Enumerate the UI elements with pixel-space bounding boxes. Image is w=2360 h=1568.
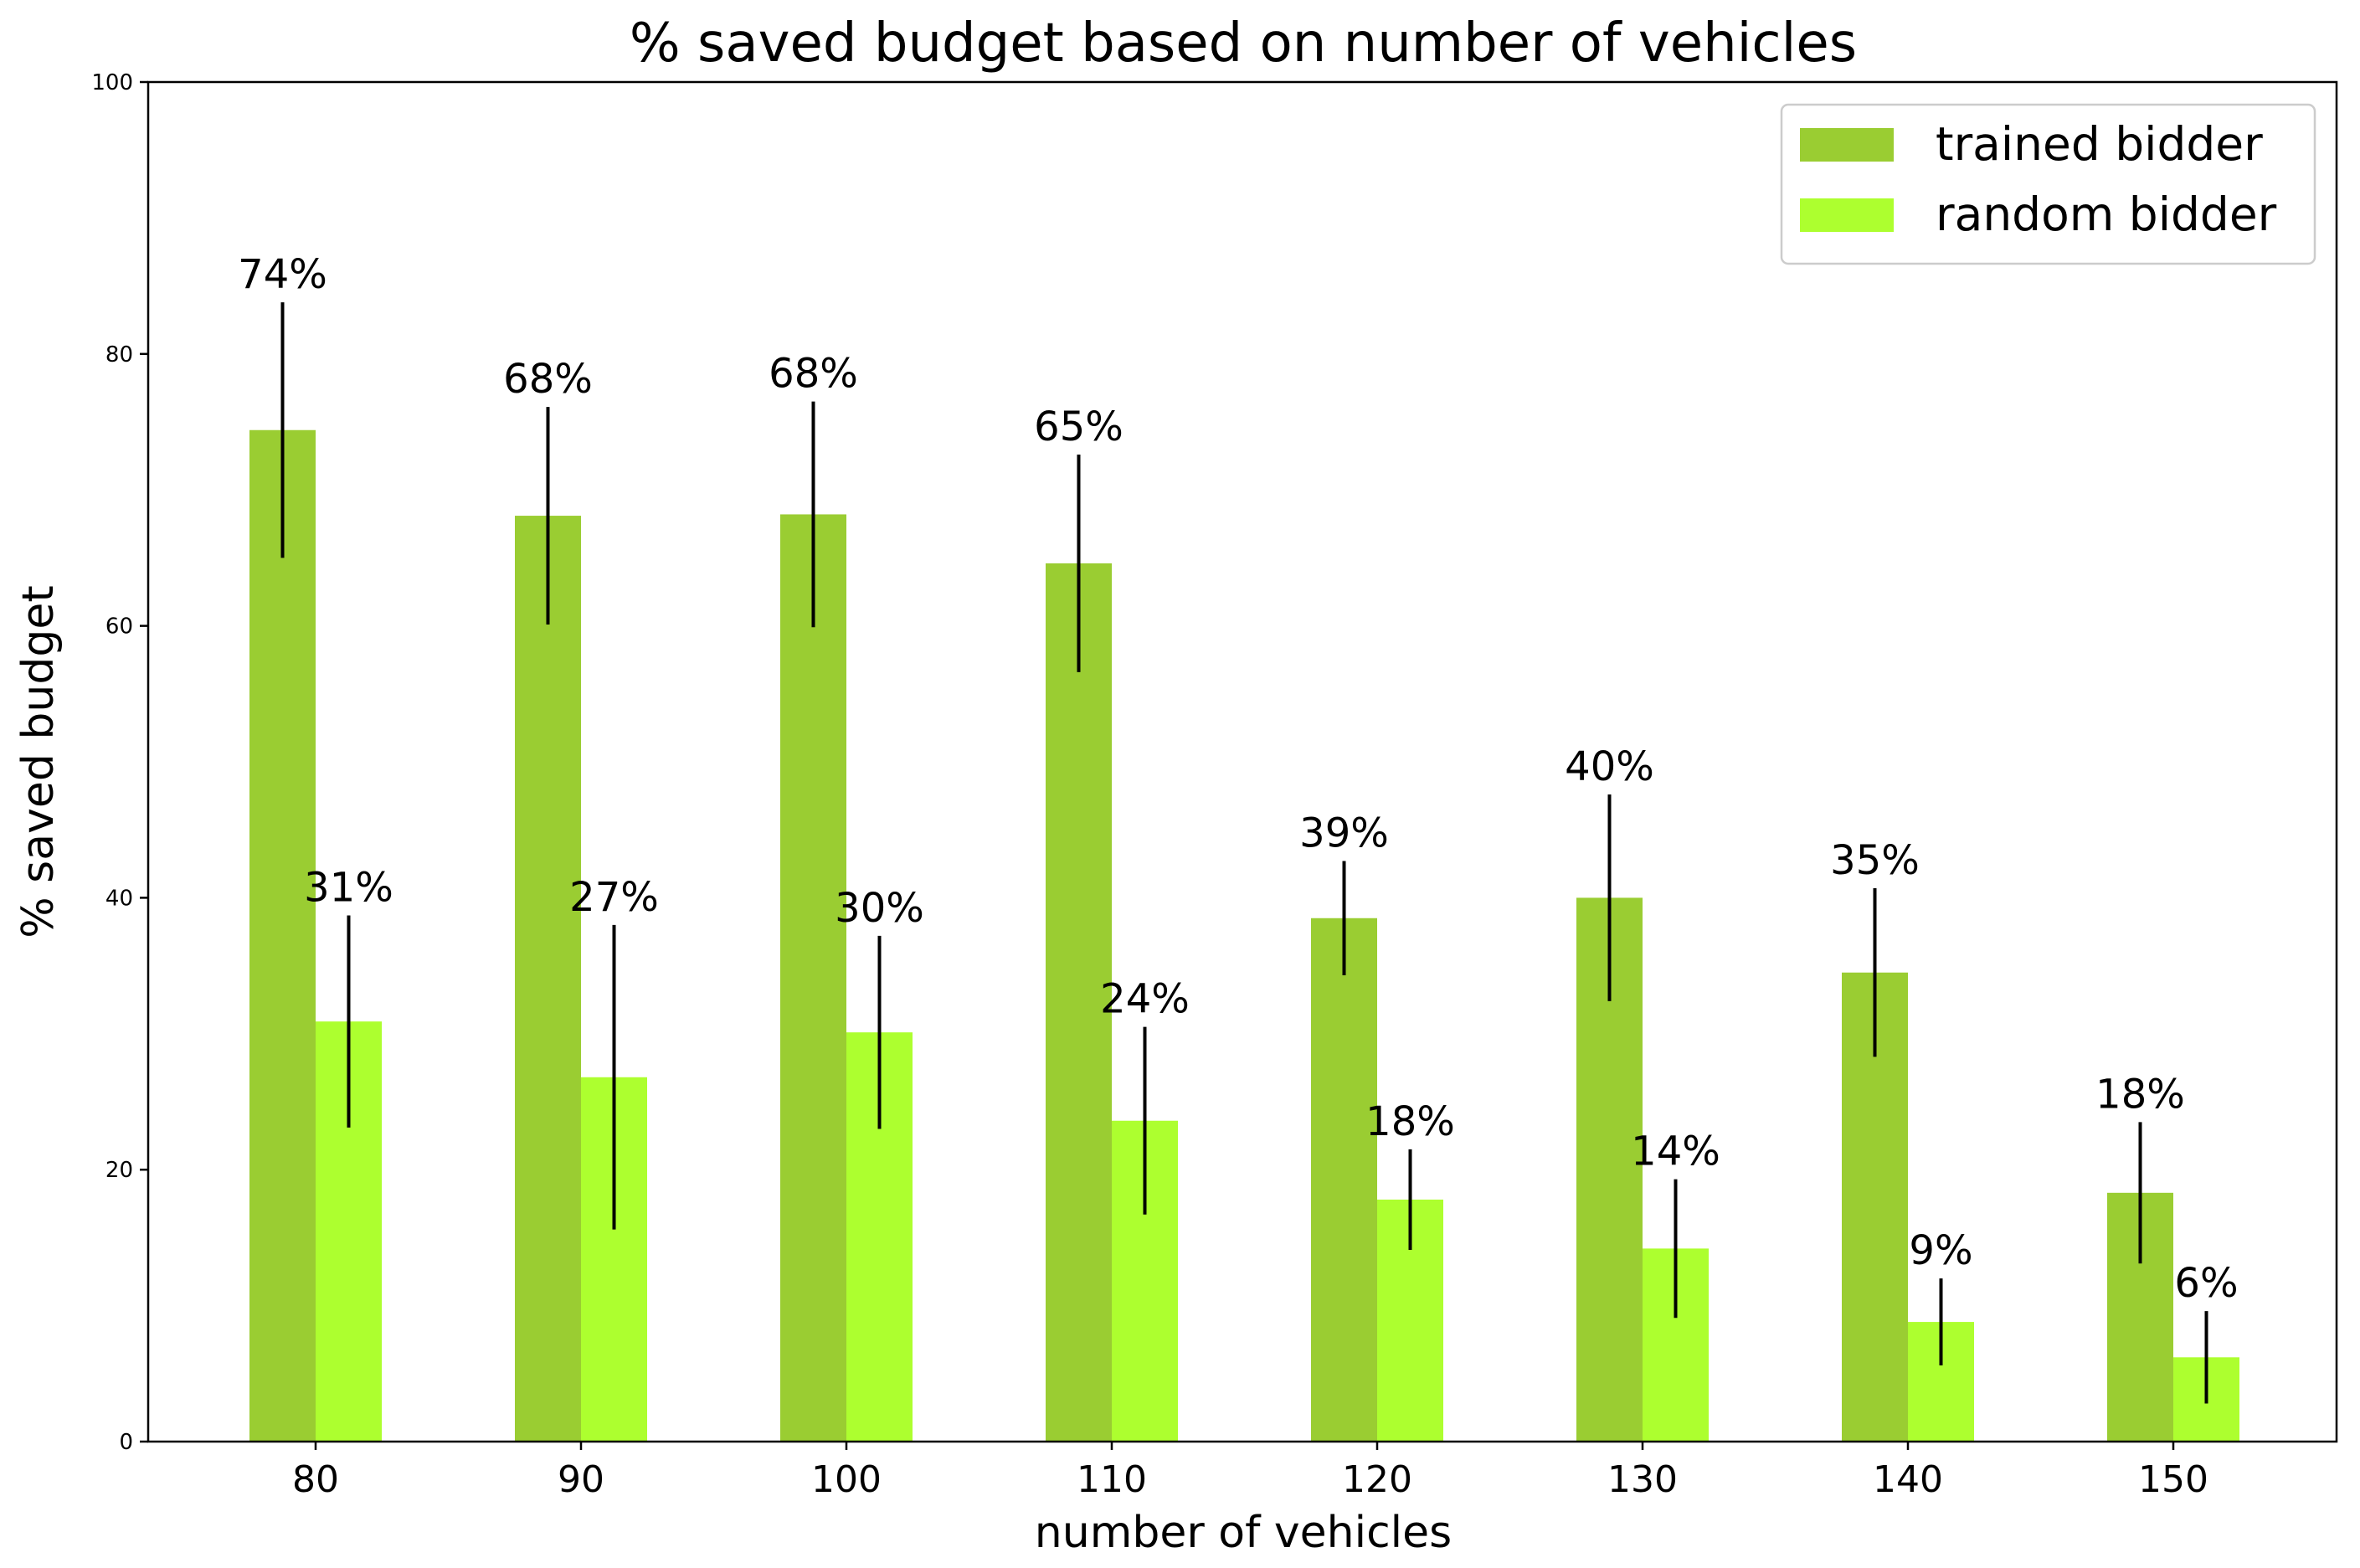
data-label: 14% [1631, 1128, 1720, 1175]
x-tick-label: 140 [1873, 1458, 1943, 1501]
x-tick-label: 120 [1342, 1458, 1412, 1501]
bar [1311, 918, 1377, 1442]
bar [249, 429, 316, 1442]
series-trained: 74% 68% 68% 65% 39% 40% 35% 18% [238, 251, 2185, 1442]
legend-swatch [1800, 128, 1894, 162]
series-random: 31% 27% 30% 24% 18% 14% 9% 6% [304, 865, 2239, 1442]
bar [515, 516, 581, 1442]
data-label: 18% [2095, 1071, 2185, 1118]
data-label: 39% [1299, 810, 1389, 857]
bar [780, 514, 846, 1442]
data-label: 35% [1830, 837, 1920, 884]
y-tick-label: 60 [105, 614, 133, 640]
y-axis-label: % saved budget [13, 585, 64, 938]
data-label: 6% [2174, 1260, 2238, 1307]
data-label: 27% [569, 874, 659, 921]
x-tick-label: 80 [292, 1458, 339, 1501]
x-tick-label: 110 [1077, 1458, 1147, 1501]
y-tick-label: 0 [119, 1430, 133, 1455]
x-tick-label: 150 [2138, 1458, 2208, 1501]
y-tick-label: 40 [105, 886, 133, 911]
data-label: 68% [769, 351, 858, 398]
x-axis-label: number of vehicles [1035, 1508, 1452, 1558]
legend-swatch [1800, 198, 1894, 232]
data-label: 9% [1909, 1227, 1972, 1274]
x-tick-label: 100 [811, 1458, 882, 1501]
data-label: 24% [1100, 976, 1190, 1023]
x-tick-label: 130 [1607, 1458, 1678, 1501]
bar [1046, 563, 1112, 1442]
plot-frame [147, 80, 2338, 1443]
chart-title: % saved budget based on number of vehicl… [630, 13, 1857, 75]
y-tick-label: 100 [91, 70, 133, 95]
legend: trained bidder random bidder [1780, 103, 2316, 265]
data-label: 18% [1365, 1098, 1455, 1145]
data-label: 30% [835, 885, 924, 932]
data-label: 40% [1565, 743, 1654, 790]
y-tick-label: 80 [105, 342, 133, 368]
plot-area: 74% 68% 68% 65% 39% 40% 35% 18% 31% 27% 30% 24% 18% 1… [238, 251, 2239, 1442]
x-axis: 80 90 100 110 120 130 140 150 [292, 1442, 2208, 1501]
y-tick-label: 20 [105, 1158, 133, 1183]
data-label: 65% [1034, 404, 1123, 450]
data-label: 31% [304, 865, 393, 912]
data-label: 74% [238, 251, 327, 298]
legend-frame [1780, 103, 2316, 265]
data-label: 68% [503, 356, 593, 403]
x-tick-label: 90 [558, 1458, 604, 1501]
y-axis: 0 20 40 60 80 100 [91, 70, 148, 1455]
legend-label: random bidder [1936, 188, 2277, 241]
legend-label: trained bidder [1936, 117, 2263, 171]
